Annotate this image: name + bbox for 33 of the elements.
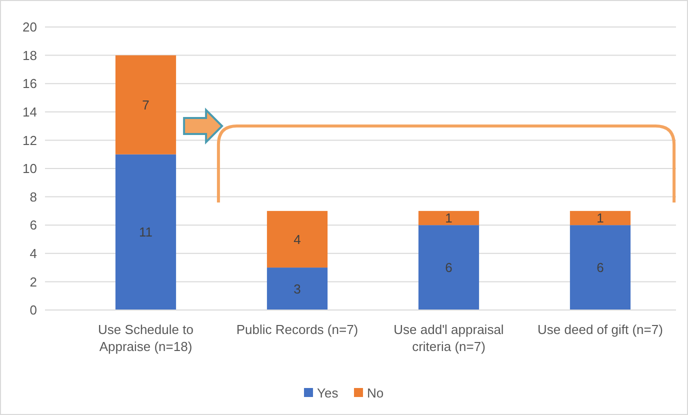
data-label: 11	[139, 224, 152, 240]
data-label: 3	[294, 281, 301, 296]
x-tick-label: Use deed of gift (n=7)	[538, 322, 663, 337]
x-tick-label: Use add'l appraisal criteria (n=7)	[394, 322, 504, 354]
y-tick-label: 18	[22, 48, 37, 63]
y-tick-label: 20	[22, 20, 37, 35]
bar	[266, 210, 328, 268]
y-tick-label: 12	[22, 132, 37, 148]
data-label: 7	[142, 97, 150, 112]
y-tick-label: 2	[30, 274, 37, 290]
y-tick-label: 8	[30, 189, 37, 204]
y-tick-label: 16	[22, 76, 37, 92]
y-tick-label: 6	[30, 218, 37, 233]
bar	[570, 225, 631, 310]
y-tick-label: 0	[30, 302, 37, 318]
bar	[266, 268, 328, 310]
legend-label: Yes	[317, 386, 339, 401]
x-tick-label: Public Records (n=7)	[236, 322, 358, 337]
data-label: 6	[445, 260, 452, 276]
x-tick-label: Use Schedule to Appraise (n=18)	[98, 322, 194, 354]
legend-label: No	[367, 386, 384, 401]
y-tick-label: 14	[22, 104, 37, 120]
bar	[115, 154, 176, 310]
data-label: 4	[294, 232, 301, 247]
data-label: 1	[596, 210, 604, 226]
bar	[418, 210, 480, 226]
data-label: 6	[596, 260, 604, 276]
y-tick-label: 4	[30, 246, 37, 261]
y-tick-label: 10	[22, 161, 37, 176]
bar	[418, 225, 480, 310]
bar	[570, 210, 631, 226]
data-label: 1	[445, 210, 452, 226]
bar	[115, 55, 176, 154]
